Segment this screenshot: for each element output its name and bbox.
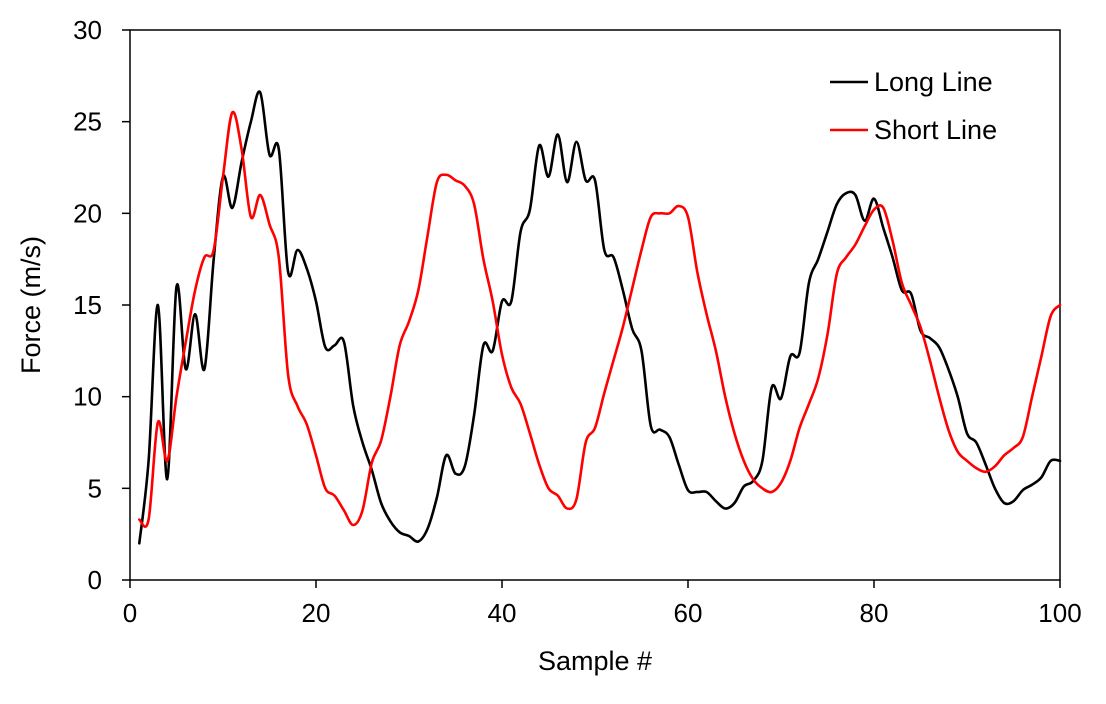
series-line-long-line [138,90,1062,545]
y-tick-label: 5 [88,473,102,503]
legend-label-short-line: Short Line [874,115,997,145]
y-tick-label: 30 [73,15,102,45]
y-tick-label: 25 [73,107,102,137]
legend: Long Line Short Line [830,67,997,145]
legend-label-long-line: Long Line [874,67,993,97]
x-tick-label: 40 [488,598,517,628]
series-layer [138,90,1062,545]
y-tick-label: 15 [73,290,102,320]
x-tick-label: 80 [860,598,889,628]
series-line-short-line [138,110,1062,528]
x-tick-label: 60 [674,598,703,628]
x-tick-label: 20 [302,598,331,628]
y-axis-title: Force (m/s) [16,236,46,374]
plot-frame [129,29,1061,581]
x-axis: 0 20 40 60 80 100 [123,580,1082,628]
y-tick-label: 20 [73,198,102,228]
y-tick-label: 0 [88,565,102,595]
x-tick-label: 100 [1038,598,1081,628]
x-tick-label: 0 [123,598,137,628]
y-axis: 0 5 10 15 20 25 30 [73,15,130,595]
x-axis-title: Sample # [538,646,652,676]
y-tick-label: 10 [73,382,102,412]
